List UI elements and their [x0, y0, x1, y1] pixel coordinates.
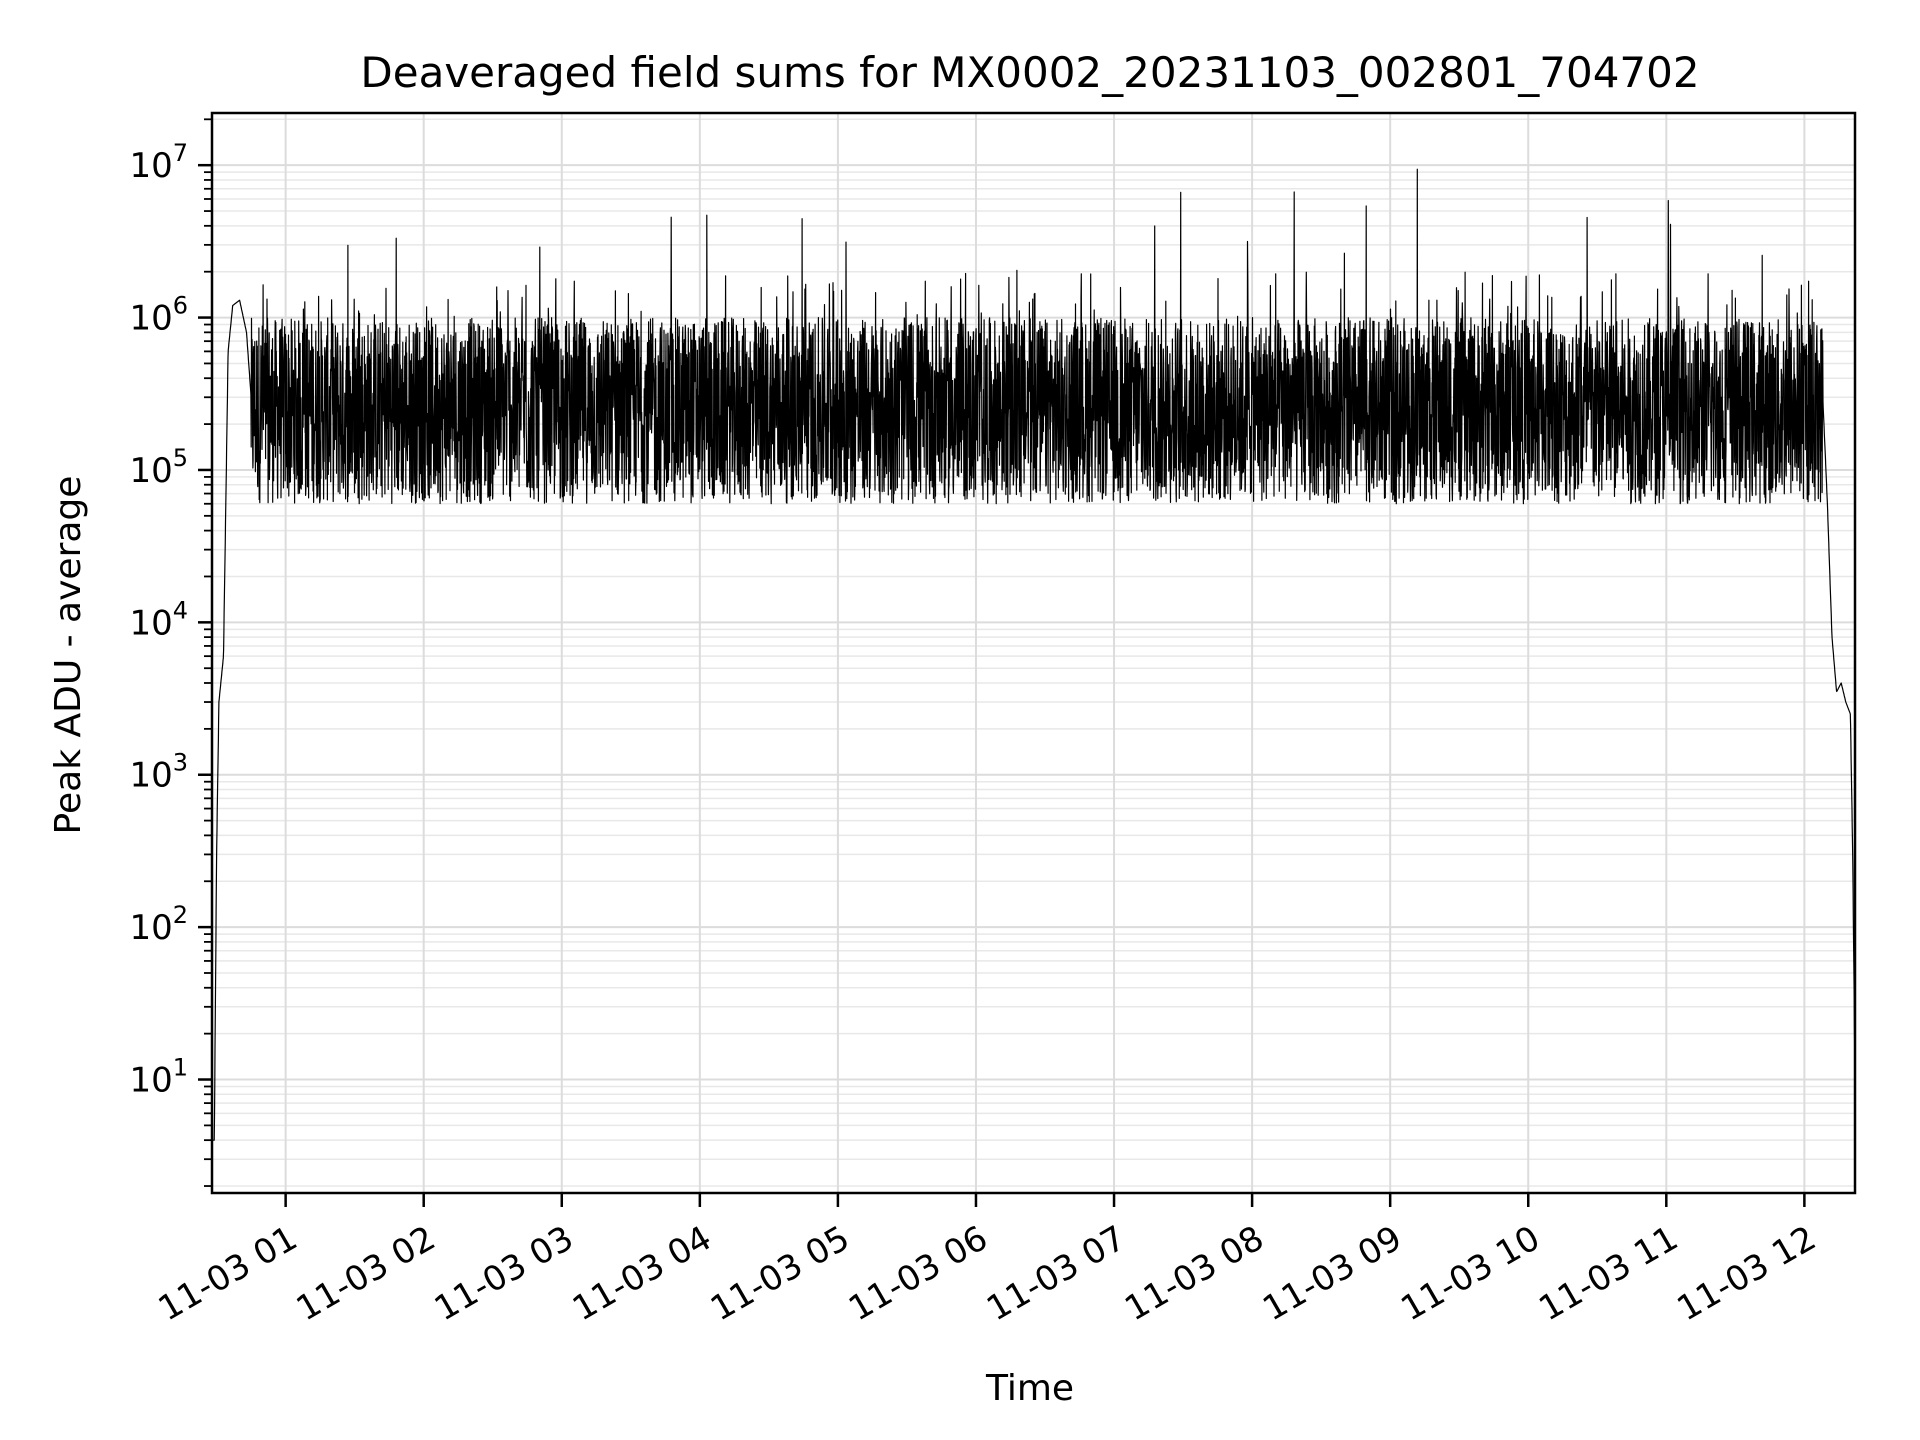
y-tick-exponent: 5 — [173, 444, 188, 472]
y-tick-exponent: 7 — [173, 139, 188, 167]
y-tick-label: 105 — [129, 444, 188, 491]
y-tick-label: 102 — [129, 901, 188, 948]
y-tick-exponent: 6 — [173, 292, 188, 320]
series-group — [211, 168, 1856, 1141]
y-axis-label: Peak ADU - average — [48, 476, 89, 835]
series-line — [211, 168, 1856, 1141]
x-axis-label: Time — [985, 1368, 1074, 1409]
plot-frame — [210, 111, 1857, 1195]
y-tick-label: 103 — [129, 749, 188, 796]
y-tick-exponent: 4 — [173, 596, 188, 624]
y-tick-exponent: 3 — [173, 749, 188, 777]
y-tick-base: 10 — [129, 451, 172, 491]
gridlines — [212, 113, 1855, 1193]
y-tick-base: 10 — [129, 299, 172, 339]
y-tick-label: 106 — [129, 292, 188, 339]
y-tick-base: 10 — [129, 146, 172, 186]
y-tick-exponent: 1 — [173, 1054, 188, 1082]
y-tick-base: 10 — [129, 908, 172, 948]
y-tick-base: 10 — [129, 1061, 172, 1101]
chart-title: Deaveraged field sums for MX0002_2023110… — [360, 48, 1699, 97]
y-tick-base: 10 — [129, 603, 172, 643]
y-tick-label: 101 — [129, 1054, 188, 1101]
y-tick-label: 107 — [129, 139, 188, 186]
y-tick-exponent: 2 — [173, 901, 188, 929]
y-tick-base: 10 — [129, 756, 172, 796]
y-tick-label: 104 — [129, 596, 188, 643]
